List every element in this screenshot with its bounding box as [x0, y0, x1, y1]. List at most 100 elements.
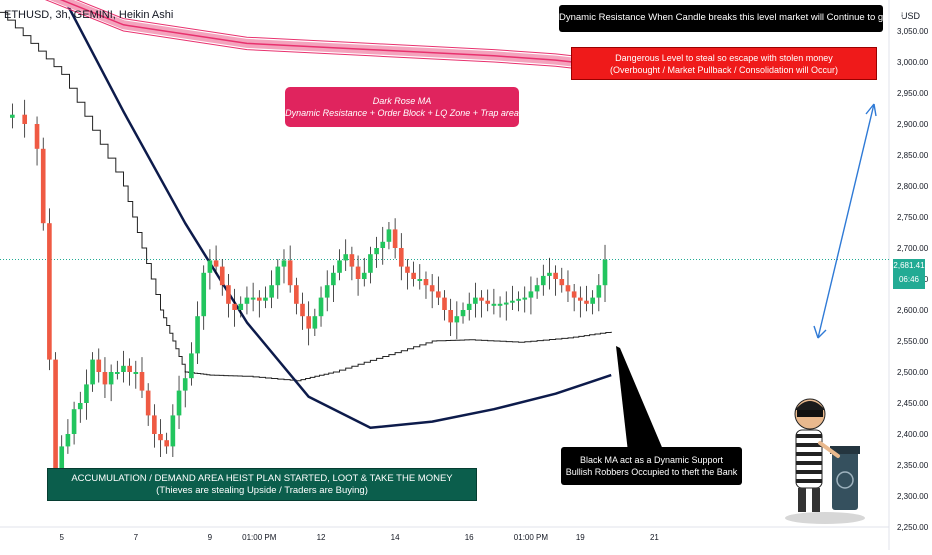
candle — [398, 233, 404, 281]
candle-body-down — [442, 297, 447, 310]
candle — [176, 375, 182, 430]
robber-illustration — [785, 398, 865, 524]
candle — [522, 286, 528, 313]
robber-stripe — [796, 443, 822, 447]
candle — [84, 369, 89, 420]
candle — [429, 274, 435, 309]
candle-body-up — [269, 285, 274, 298]
x-tick-label: 5 — [60, 533, 65, 542]
robber-leg — [812, 488, 820, 512]
candle — [77, 391, 83, 423]
candle — [442, 290, 447, 321]
candle-body-up — [473, 297, 478, 304]
candle — [559, 267, 565, 293]
candle — [145, 383, 151, 426]
candle — [10, 103, 15, 129]
candle-body-up — [59, 446, 65, 478]
candle-body-down — [436, 291, 441, 298]
note-text: ACCUMULATION / DEMAND AREA HEIST PLAN ST… — [71, 473, 453, 484]
x-tick-label: 01:00 PM — [242, 533, 277, 542]
candle — [40, 137, 46, 231]
candle-body-up — [281, 260, 287, 267]
candle-body-up — [324, 285, 330, 298]
candle-body-down — [423, 279, 429, 286]
candle — [510, 285, 515, 310]
candle-body-up — [182, 378, 188, 391]
candle — [102, 357, 108, 399]
candle-body-up — [207, 260, 213, 273]
candle-body-down — [398, 248, 404, 267]
candle-body-down — [158, 434, 163, 441]
candle-body-down — [102, 372, 108, 385]
candle-body-down — [34, 124, 40, 149]
candle-body-up — [195, 316, 200, 354]
candle — [571, 283, 577, 312]
symbol-label[interactable]: ETHUSD, 3h, GEMINI, Heikin Ashi — [4, 9, 174, 21]
current-price: 2,681.41 — [893, 261, 925, 270]
candle-body-up — [121, 365, 126, 372]
candle-body-up — [497, 303, 503, 306]
note-text: Dark Rose MA — [372, 96, 432, 106]
candle-body-up — [374, 248, 379, 255]
candle-body-down — [294, 285, 299, 304]
candle — [164, 432, 170, 454]
y-tick-label: 2,250.00 — [897, 523, 929, 532]
candle — [349, 246, 355, 281]
money-bin — [832, 450, 858, 510]
candle — [306, 301, 311, 346]
rose-ma-upper — [44, 0, 612, 73]
robber-stripe — [796, 434, 822, 438]
candle — [596, 274, 602, 312]
candle-body-down — [578, 297, 583, 301]
robber-cap — [795, 401, 825, 410]
candle — [65, 419, 71, 454]
y-tick-label: 2,700.00 — [897, 244, 929, 253]
candle-body-up — [460, 310, 466, 317]
candle — [22, 99, 28, 138]
y-tick-label: 2,600.00 — [897, 306, 929, 315]
y-tick-label: 2,450.00 — [897, 399, 929, 408]
note-text: Dynamic Resistance When Candle breaks th… — [559, 12, 905, 23]
candle — [263, 286, 268, 309]
candle — [256, 290, 262, 318]
forecast-arrow — [817, 103, 875, 339]
candle-body-up — [466, 303, 472, 310]
rose-ma-line — [59, 0, 612, 68]
candle-body-down — [411, 272, 416, 279]
candle — [158, 419, 163, 457]
black-ma-note: Black MA act as a Dynamic Support Bullis… — [561, 447, 742, 485]
candle-body-up — [10, 114, 15, 118]
note-subtext: Dynamic Resistance + Order Block + LQ Zo… — [285, 108, 519, 118]
candle-body-down — [287, 260, 293, 286]
note-subtext: (Thieves are stealing Upside / Traders a… — [156, 485, 368, 496]
candle-body-up — [170, 415, 176, 447]
candle-body-down — [559, 279, 565, 286]
candle-body-up — [90, 359, 95, 385]
candle-body-up — [65, 434, 71, 447]
candle-body-up — [84, 384, 89, 403]
y-tick-label: 2,500.00 — [897, 368, 929, 377]
candle — [423, 271, 429, 299]
currency-label[interactable]: USD — [901, 11, 921, 21]
candle-body-up — [263, 297, 268, 301]
candle — [497, 296, 503, 318]
candle-body-up — [133, 372, 139, 374]
x-tick-label: 14 — [391, 533, 400, 542]
candle-body-down — [40, 148, 46, 224]
candle-body-down — [392, 229, 398, 248]
candle — [139, 357, 145, 399]
candle — [436, 276, 441, 306]
robber-stripe — [796, 461, 822, 465]
candle — [553, 265, 558, 296]
candle — [485, 289, 491, 312]
robber-shadow — [785, 512, 865, 524]
candle — [312, 308, 318, 337]
candle — [318, 286, 324, 327]
x-tick-label: 9 — [208, 533, 213, 542]
candle — [331, 265, 336, 302]
x-tick-label: 12 — [317, 533, 326, 542]
candle — [232, 288, 237, 327]
candle-body-up — [238, 303, 244, 310]
forecast-arrow-head — [865, 103, 877, 117]
